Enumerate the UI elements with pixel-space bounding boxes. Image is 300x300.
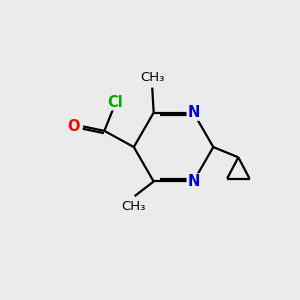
Text: CH₃: CH₃ bbox=[140, 71, 164, 84]
Text: N: N bbox=[187, 105, 200, 120]
Text: O: O bbox=[67, 119, 80, 134]
Text: N: N bbox=[187, 174, 200, 189]
Text: Cl: Cl bbox=[107, 95, 122, 110]
Text: CH₃: CH₃ bbox=[121, 200, 145, 213]
